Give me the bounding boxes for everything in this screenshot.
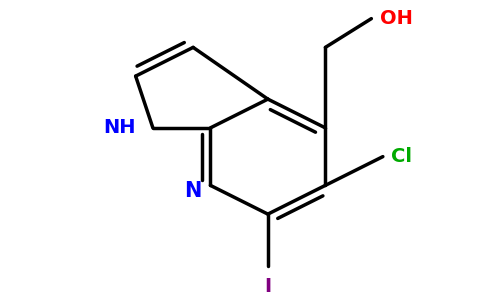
- Text: I: I: [264, 278, 272, 296]
- Text: OH: OH: [380, 9, 413, 28]
- Text: Cl: Cl: [392, 147, 412, 166]
- Text: NH: NH: [103, 118, 136, 137]
- Text: N: N: [184, 181, 202, 201]
